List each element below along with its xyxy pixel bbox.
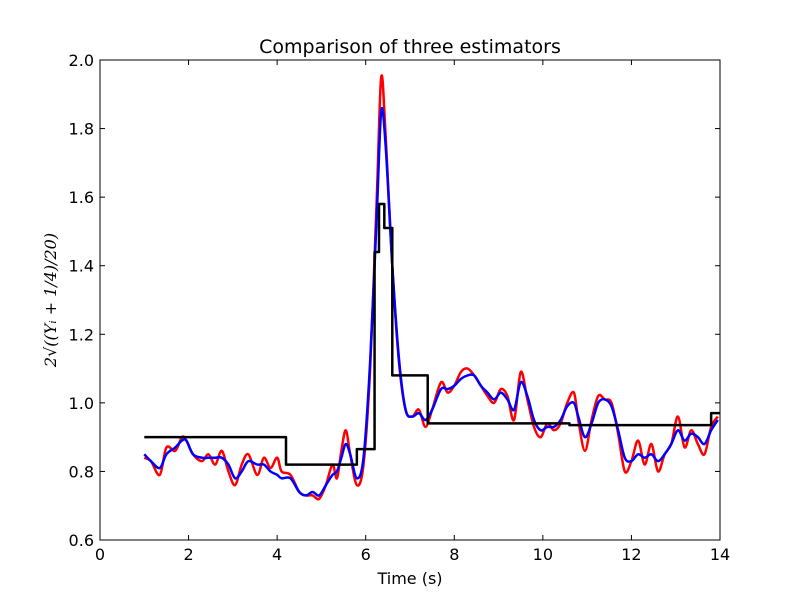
x-tick-label: 8 [449, 545, 459, 564]
x-axis-label: Time (s) [376, 569, 442, 588]
x-tick-label: 2 [183, 545, 193, 564]
chart-title: Comparison of three estimators [259, 36, 561, 58]
x-tick-label: 6 [361, 545, 371, 564]
red-series-line [143, 74, 719, 501]
y-tick-label: 0.8 [69, 462, 94, 481]
y-tick-label: 2.0 [69, 51, 94, 70]
x-tick-label: 4 [272, 545, 282, 564]
y-tick-label: 1.2 [69, 325, 94, 344]
y-tick-label: 1.6 [69, 188, 94, 207]
y-axis: 0.6 0.8 1.0 1.2 1.4 1.6 1.8 2.0 [69, 51, 720, 550]
x-axis: 0 2 4 6 8 10 12 14 [95, 60, 730, 564]
blue-series-line [143, 107, 719, 497]
y-tick-label: 1.4 [69, 257, 94, 276]
black-series-line [144, 202, 720, 466]
y-tick-label: 1.0 [69, 394, 94, 413]
x-tick-label: 14 [710, 545, 730, 564]
x-tick-label: 12 [621, 545, 641, 564]
y-tick-label: 1.8 [69, 120, 94, 139]
series-layer [143, 74, 720, 501]
x-tick-label: 0 [95, 545, 105, 564]
x-tick-label: 10 [533, 545, 553, 564]
y-tick-label: 0.6 [69, 531, 94, 550]
y-axis-label: 2√((Yᵢ + 1/4)/20) [41, 233, 60, 368]
plot-frame [99, 59, 721, 541]
